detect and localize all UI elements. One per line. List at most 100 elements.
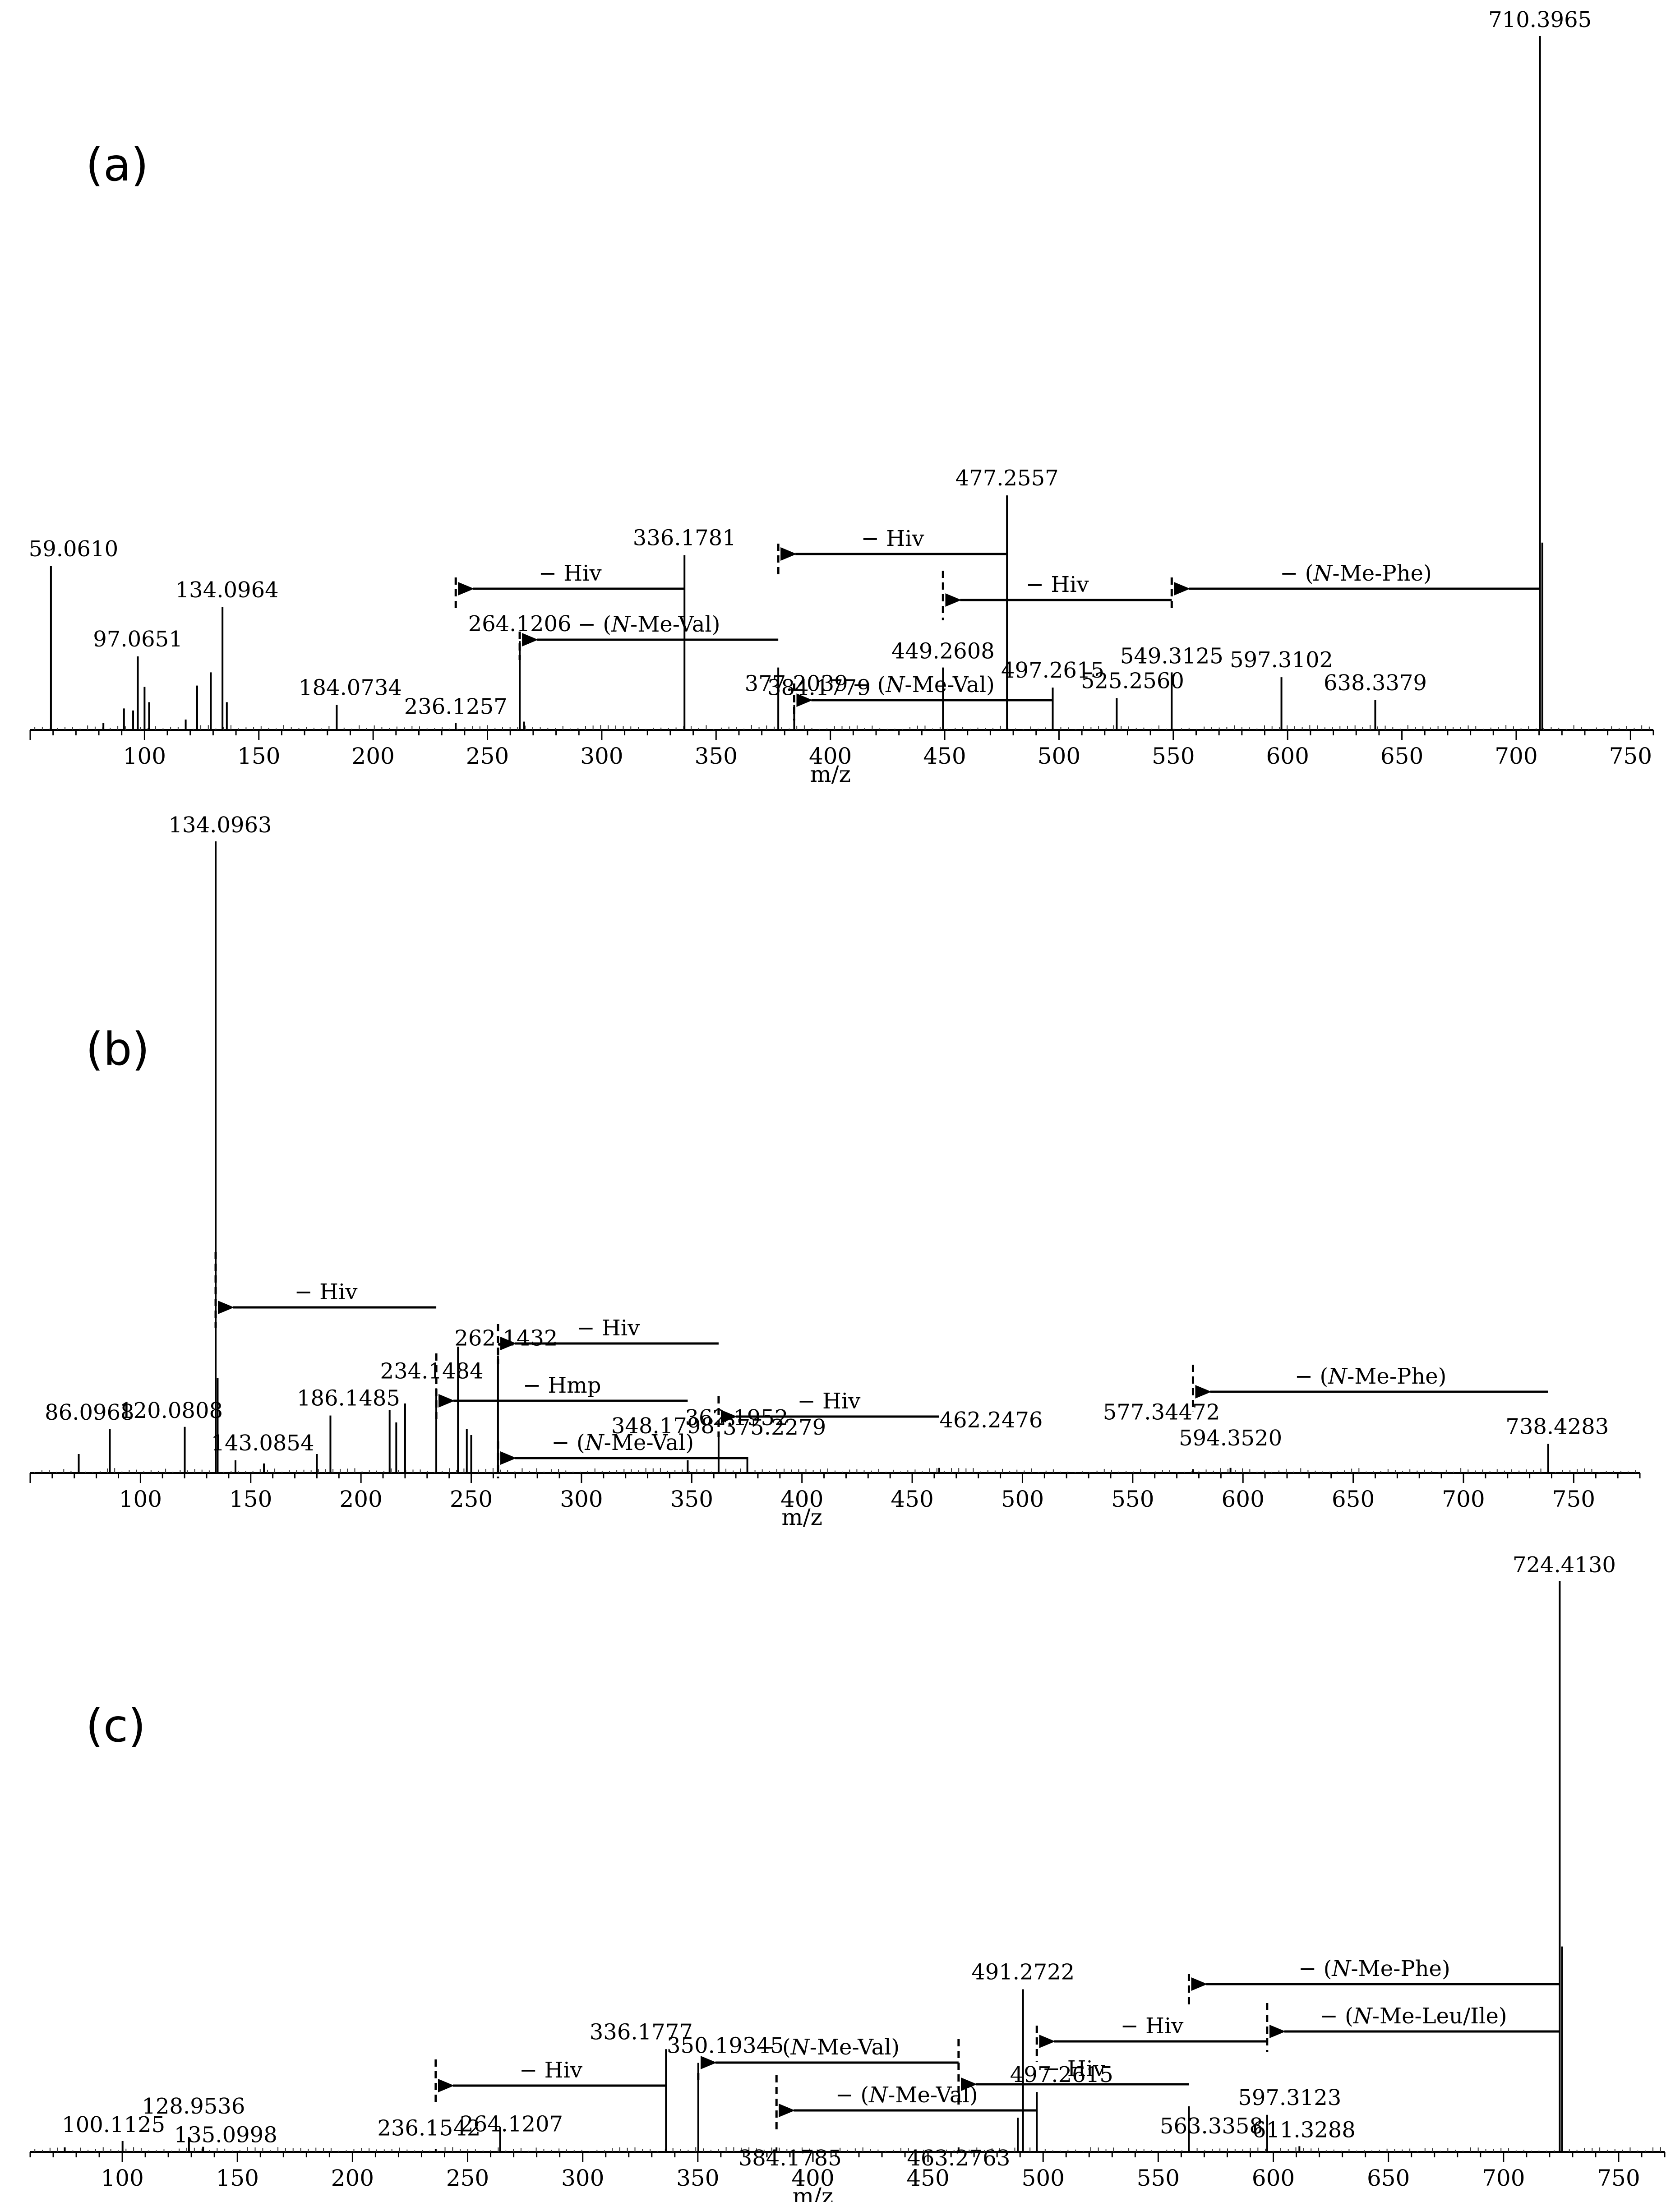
- peak-label: 638.3379: [1324, 670, 1427, 696]
- x-tick-label: 150: [229, 1486, 272, 1512]
- spectrum-panel-a: (a) 100 150 200 250 300 350 400 450 500 550 600 650 7…: [29, 7, 1654, 787]
- peak-label: 594.3520: [1179, 1426, 1282, 1451]
- loss-label-part: − (: [852, 672, 886, 697]
- loss-label-italic: N: [611, 612, 631, 637]
- peak-label: 350.19345: [667, 2033, 784, 2059]
- loss-label-italic: N: [1313, 561, 1333, 586]
- loss-label-italic: N: [1331, 1956, 1352, 1981]
- x-tick-label: 550: [1152, 743, 1195, 769]
- x-tick-label: 500: [1038, 743, 1080, 769]
- x-axis-label: m/z: [810, 761, 851, 787]
- loss-label-part: − (: [1320, 2003, 1353, 2029]
- x-tick-label: 650: [1380, 743, 1423, 769]
- x-tick-label: 100: [123, 743, 166, 769]
- x-tick-label: 600: [1266, 743, 1309, 769]
- x-tick-label: 100: [119, 1486, 162, 1512]
- peak-label: 134.0964: [175, 577, 279, 603]
- peak-label: 143.0854: [211, 1431, 314, 1456]
- peak-label: 234.1484: [380, 1358, 484, 1384]
- peak-label: 262.1432: [454, 1326, 558, 1351]
- peak-label: 384.1779: [767, 675, 871, 701]
- loss-label: − (N-Me-Val): [852, 672, 995, 697]
- peak-label: 597.3102: [1230, 647, 1333, 673]
- x-tick-label: 250: [450, 1486, 493, 1512]
- x-tick-label: 700: [1482, 2165, 1525, 2191]
- peak-label: 184.0734: [299, 675, 402, 701]
- x-tick-label: 750: [1552, 1486, 1595, 1512]
- loss-label: − (N-Me-Phe): [1298, 1956, 1450, 1981]
- peak-label: 86.0968: [45, 1400, 134, 1425]
- loss-label: − Hiv: [1121, 2013, 1184, 2039]
- x-tick-label: 650: [1367, 2165, 1410, 2191]
- loss-label: − Hiv: [1026, 572, 1089, 597]
- loss-label-italic: N: [868, 2082, 889, 2108]
- loss-label: − Hiv: [539, 561, 602, 586]
- peak-label: 738.4283: [1505, 1414, 1609, 1440]
- x-tick-label: 600: [1252, 2165, 1295, 2191]
- peak-label: 236.1257: [404, 694, 508, 720]
- loss-label: − Hiv: [861, 526, 924, 551]
- x-tick-label: 300: [560, 1486, 603, 1512]
- loss-label-part: -Me-Val): [905, 672, 994, 697]
- loss-label: − Hiv: [519, 2058, 582, 2083]
- loss-label-part: − (: [578, 612, 611, 637]
- x-tick-label: 550: [1111, 1486, 1154, 1512]
- x-tick-label: 450: [906, 2165, 949, 2191]
- peak-label: 462.2476: [939, 1408, 1043, 1433]
- x-tick-label: 700: [1495, 743, 1537, 769]
- loss-label: − Hmp: [523, 1373, 601, 1398]
- peak-label: 348.1798: [611, 1413, 715, 1439]
- x-tick-label: 400: [791, 2165, 834, 2191]
- loss-label-part: -Me-Phe): [1351, 1956, 1450, 1981]
- x-tick-label: 300: [580, 743, 623, 769]
- peak-label: 128.9536: [142, 2094, 245, 2119]
- x-tick-label: 450: [891, 1486, 933, 1512]
- loss-label-part: -Me-Val): [888, 2082, 978, 2108]
- loss-label-part: -Me-Val): [604, 1430, 694, 1455]
- peak-label: 120.0808: [120, 1398, 223, 1423]
- loss-label: − (N-Me-Val): [551, 1430, 694, 1455]
- x-tick-label: 150: [237, 743, 280, 769]
- x-tick-label: 150: [216, 2165, 259, 2191]
- peak-label: 59.0610: [29, 536, 119, 562]
- loss-label-part: -Me-Leu/Ile): [1372, 2003, 1507, 2029]
- peak-label: 710.3965: [1488, 7, 1592, 32]
- x-tick-label: 200: [331, 2165, 374, 2191]
- peak-label: 186.1485: [297, 1386, 400, 1411]
- loss-label-part: − (: [1280, 561, 1313, 586]
- loss-label-italic: N: [1328, 1364, 1348, 1389]
- panel-label: (b): [86, 1023, 150, 1076]
- loss-label-italic: N: [1353, 2003, 1373, 2029]
- peak-label: 597.3123: [1238, 2085, 1341, 2110]
- loss-label: − Hiv: [798, 1389, 861, 1414]
- peak-label: 549.3125: [1120, 643, 1223, 669]
- spectrum-panel-b: (b) 100 150 200 250 300 350 400 450 500 550 600 650 7…: [29, 812, 1641, 1530]
- x-tick-label: 200: [351, 743, 394, 769]
- x-tick-label: 700: [1442, 1486, 1485, 1512]
- loss-label-part: -Me-Phe): [1332, 561, 1431, 586]
- loss-label-part: -Me-Val): [810, 2035, 900, 2060]
- x-tick-label: 250: [446, 2165, 489, 2191]
- loss-label: − (N-Me-Phe): [1295, 1364, 1447, 1389]
- x-axis-label: m/z: [793, 2183, 834, 2202]
- loss-label: − (N-Me-Leu/Ile): [1320, 2003, 1507, 2029]
- x-tick-label: 450: [923, 743, 966, 769]
- peak-label: 491.2722: [971, 1959, 1075, 1985]
- loss-label-italic: N: [885, 672, 905, 697]
- x-axis-label: m/z: [781, 1504, 822, 1530]
- peak-label: 336.1777: [590, 2019, 693, 2045]
- loss-label-part: − (: [551, 1430, 585, 1455]
- x-tick-label: 100: [101, 2165, 143, 2191]
- peak-label: 100.1125: [62, 2112, 165, 2137]
- loss-label: − Hiv: [1042, 2056, 1105, 2082]
- x-tick-label: 750: [1609, 743, 1652, 769]
- peak-label: 336.1781: [633, 525, 736, 550]
- peak-label: 135.0998: [174, 2123, 277, 2148]
- x-tick-label: 600: [1222, 1486, 1265, 1512]
- loss-label-part: -Me-Val): [630, 612, 720, 637]
- peak-label: 563.3358: [1160, 2114, 1263, 2139]
- peak-label: 97.0651: [93, 627, 183, 652]
- loss-label-part: − (: [757, 2035, 790, 2060]
- x-tick-label: 300: [561, 2165, 604, 2191]
